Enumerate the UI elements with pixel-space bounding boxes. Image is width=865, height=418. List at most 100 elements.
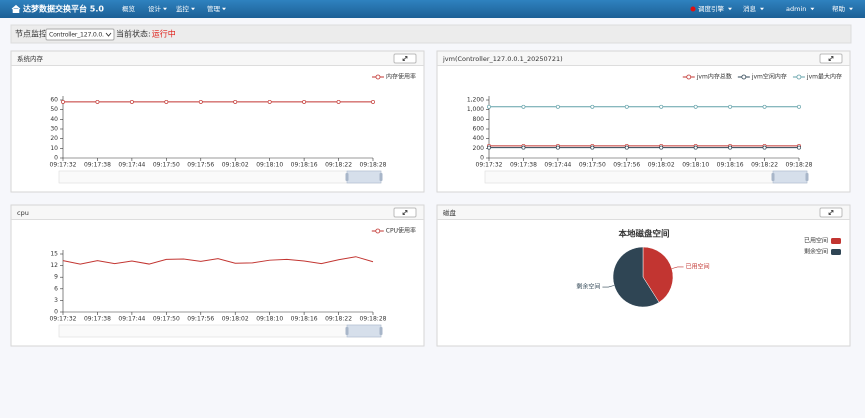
point: [487, 104, 491, 109]
caret: [191, 7, 195, 11]
nav-item[interactable]: 监控: [176, 4, 190, 13]
toolbar-label: 节点监控: [15, 29, 47, 39]
chart-title: 本地磁盘空间: [618, 229, 669, 240]
nav-item[interactable]: 概览: [122, 4, 136, 13]
zoom-handle[interactable]: [345, 173, 349, 181]
y-tick-label: 0: [54, 309, 58, 316]
y-tick-label: 9: [54, 274, 58, 281]
brand[interactable]: 达梦数据交换平台 5.0: [23, 4, 104, 14]
point: [555, 145, 560, 150]
x-tick-label: 09:18:22: [325, 316, 352, 323]
point: [61, 99, 65, 104]
legend: jvm内存总数 jvm空闲内存 jvm最大内存: [682, 73, 842, 81]
y-tick-label: 1,200: [467, 97, 484, 104]
y-tick-label: 30: [50, 126, 58, 133]
zoom-track: [484, 170, 808, 184]
point: [762, 145, 767, 150]
y-tick-label: 800: [473, 116, 485, 123]
zoom-handle[interactable]: [379, 173, 383, 181]
x-tick-label: 09:18:16: [291, 162, 318, 169]
point: [267, 99, 272, 104]
x-tick-label: 09:18:16: [291, 316, 318, 323]
panel-title: 系统内存: [17, 54, 44, 63]
nav-item[interactable]: 管理: [207, 4, 221, 13]
y-tick-label: 1,000: [467, 106, 484, 113]
point: [797, 145, 801, 150]
point: [129, 99, 134, 104]
x-tick-label: 09:17:50: [579, 162, 606, 169]
zoom-handle[interactable]: [345, 327, 349, 335]
navbar: [0, 0, 865, 18]
toolbar: [10, 24, 852, 44]
zoom-handle[interactable]: [771, 173, 775, 181]
node-select-value: Controller_127.0.0.: [49, 32, 104, 39]
zoom-track: [58, 170, 382, 184]
zoom-window[interactable]: [772, 170, 808, 184]
panel-header: [11, 51, 424, 66]
point: [659, 104, 664, 109]
expand-icon: [402, 56, 408, 61]
point: [371, 99, 375, 104]
nav-item[interactable]: 调度引擎: [698, 4, 725, 13]
x-tick-label: 09:18:02: [222, 162, 249, 169]
x-tick-label: 09:17:56: [613, 162, 640, 169]
point: [164, 99, 169, 104]
y-tick-label: 20: [50, 135, 58, 142]
x-tick-label: 09:18:28: [360, 316, 387, 323]
zoom-window[interactable]: [346, 170, 382, 184]
nav-item[interactable]: 消息: [743, 4, 757, 13]
y-tick-label: 200: [473, 145, 485, 152]
caret: [849, 7, 853, 11]
panel-header: [437, 205, 850, 220]
y-tick-label: 50: [50, 106, 58, 113]
legend-marker: [686, 74, 692, 80]
x-tick-label: 09:17:38: [84, 162, 111, 169]
panel-header: [11, 205, 424, 220]
legend-label: jvm最大内存: [806, 73, 842, 81]
nav-item[interactable]: 帮助: [832, 4, 846, 13]
panel-title: cpu: [17, 209, 29, 217]
point: [487, 145, 491, 150]
legend-label: CPU使用率: [386, 227, 416, 235]
x-tick-label: 09:17:56: [187, 162, 214, 169]
x-tick-label: 09:17:32: [50, 162, 77, 169]
point: [521, 104, 526, 109]
panel-title: 磁盘: [443, 208, 457, 217]
x-tick-label: 09:18:02: [222, 316, 249, 323]
legend: 内存使用率: [371, 73, 416, 81]
point: [198, 99, 203, 104]
caret: [810, 7, 815, 11]
y-tick-label: 15: [50, 251, 58, 258]
legend-swatch: [831, 238, 841, 244]
x-tick-label: 09:18:28: [786, 162, 813, 169]
point: [659, 145, 664, 150]
point: [728, 145, 733, 150]
zoom-handle[interactable]: [379, 327, 383, 335]
point: [762, 104, 767, 109]
series-line: [62, 256, 374, 265]
point: [555, 104, 560, 109]
caret: [163, 7, 167, 11]
legend-marker: [375, 228, 381, 234]
legend-label: jvm内存总数: [696, 73, 732, 81]
y-tick-label: 0: [54, 155, 58, 162]
point: [521, 145, 526, 150]
point: [624, 104, 629, 109]
x-tick-label: 09:17:32: [50, 316, 77, 323]
point: [797, 104, 801, 109]
x-tick-label: 09:18:16: [717, 162, 744, 169]
y-tick-label: 10: [50, 145, 58, 152]
select-caret: [105, 32, 112, 37]
zoom-window[interactable]: [346, 324, 382, 338]
nav-item[interactable]: 设计: [148, 4, 162, 13]
caret: [760, 7, 764, 11]
nav-item[interactable]: admin: [786, 5, 806, 13]
y-tick-label: 400: [473, 135, 485, 142]
x-tick-label: 09:17:44: [118, 162, 145, 169]
node-select[interactable]: [45, 28, 115, 41]
x-tick-label: 09:18:02: [648, 162, 675, 169]
zoom-handle[interactable]: [805, 173, 809, 181]
x-tick-label: 09:17:44: [544, 162, 571, 169]
